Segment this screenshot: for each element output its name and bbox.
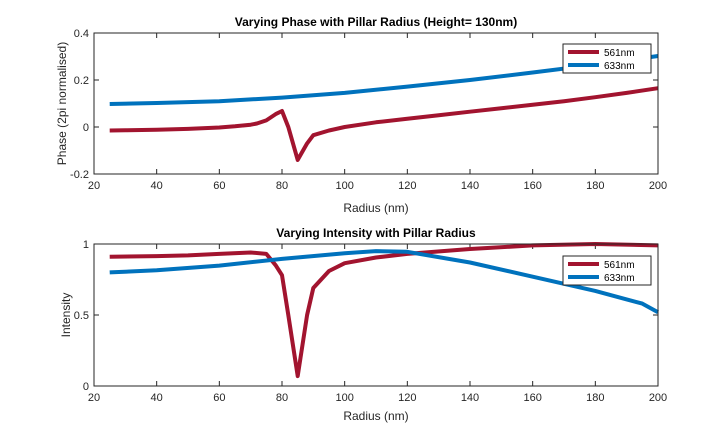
y-tick-label: 0.4 xyxy=(74,28,89,40)
legend-label: 633nm xyxy=(604,61,635,72)
x-tick-label: 80 xyxy=(276,180,288,192)
legend-box xyxy=(562,43,652,74)
x-tick-label: 180 xyxy=(586,392,604,404)
x-tick-label: 80 xyxy=(276,392,288,404)
phase-y-axis-label: Phase (2pi normalised) xyxy=(55,42,69,165)
x-tick-label: 120 xyxy=(398,392,416,404)
intensity-plot-panel: 20 40 60 80 100 120 140 160 180 200 0 0.5 1 561nm 633n… xyxy=(59,226,667,423)
axes-box xyxy=(93,32,659,175)
phase-x-axis-label: Radius (nm) xyxy=(343,201,408,215)
legend-label: 561nm xyxy=(604,48,635,59)
x-tick-label: 160 xyxy=(523,180,541,192)
x-tick-label: 100 xyxy=(335,392,353,404)
x-tick-label: 200 xyxy=(649,392,667,404)
y-tick-label: 0 xyxy=(83,381,89,393)
x-tick-label: 60 xyxy=(213,392,225,404)
legend: 561nm 633nm xyxy=(562,255,652,286)
x-tick-label: 60 xyxy=(213,180,225,192)
x-tick-label: 20 xyxy=(88,392,100,404)
x-tick-label: 200 xyxy=(649,180,667,192)
x-tick-label: 100 xyxy=(335,180,353,192)
intensity-y-axis-label: Intensity xyxy=(59,293,73,338)
intensity-x-axis-label: Radius (nm) xyxy=(343,409,408,423)
series-line-633nm xyxy=(109,249,659,314)
x-tick-label: 180 xyxy=(586,180,604,192)
phase-plot-panel: 20 40 60 80 100 120 140 160 180 200 -0.2 0 0.2 0.4 561… xyxy=(55,15,667,215)
phase-chart-title: Varying Phase with Pillar Radius (Height… xyxy=(235,15,517,29)
y-tick-label: 1 xyxy=(83,239,89,251)
x-tick-label: 40 xyxy=(151,392,163,404)
x-tick-label: 140 xyxy=(461,392,479,404)
y-tick-label: 0 xyxy=(83,122,89,134)
series-line-561nm xyxy=(109,242,659,379)
series-line-561nm xyxy=(109,86,659,162)
x-tick-label: 20 xyxy=(88,180,100,192)
legend-label: 633nm xyxy=(604,273,635,284)
y-tick-label: 0.2 xyxy=(74,75,89,87)
y-tick-label: 0.5 xyxy=(74,310,89,322)
legend: 561nm 633nm xyxy=(562,43,652,74)
x-tick-label: 120 xyxy=(398,180,416,192)
legend-box xyxy=(562,255,652,286)
x-tick-label: 40 xyxy=(151,180,163,192)
intensity-chart-title: Varying Intensity with Pillar Radius xyxy=(276,226,476,240)
x-tick-label: 160 xyxy=(523,392,541,404)
legend-label: 561nm xyxy=(604,260,635,271)
y-tick-label: -0.2 xyxy=(70,169,89,181)
x-tick-label: 140 xyxy=(461,180,479,192)
axes-box xyxy=(93,243,659,387)
